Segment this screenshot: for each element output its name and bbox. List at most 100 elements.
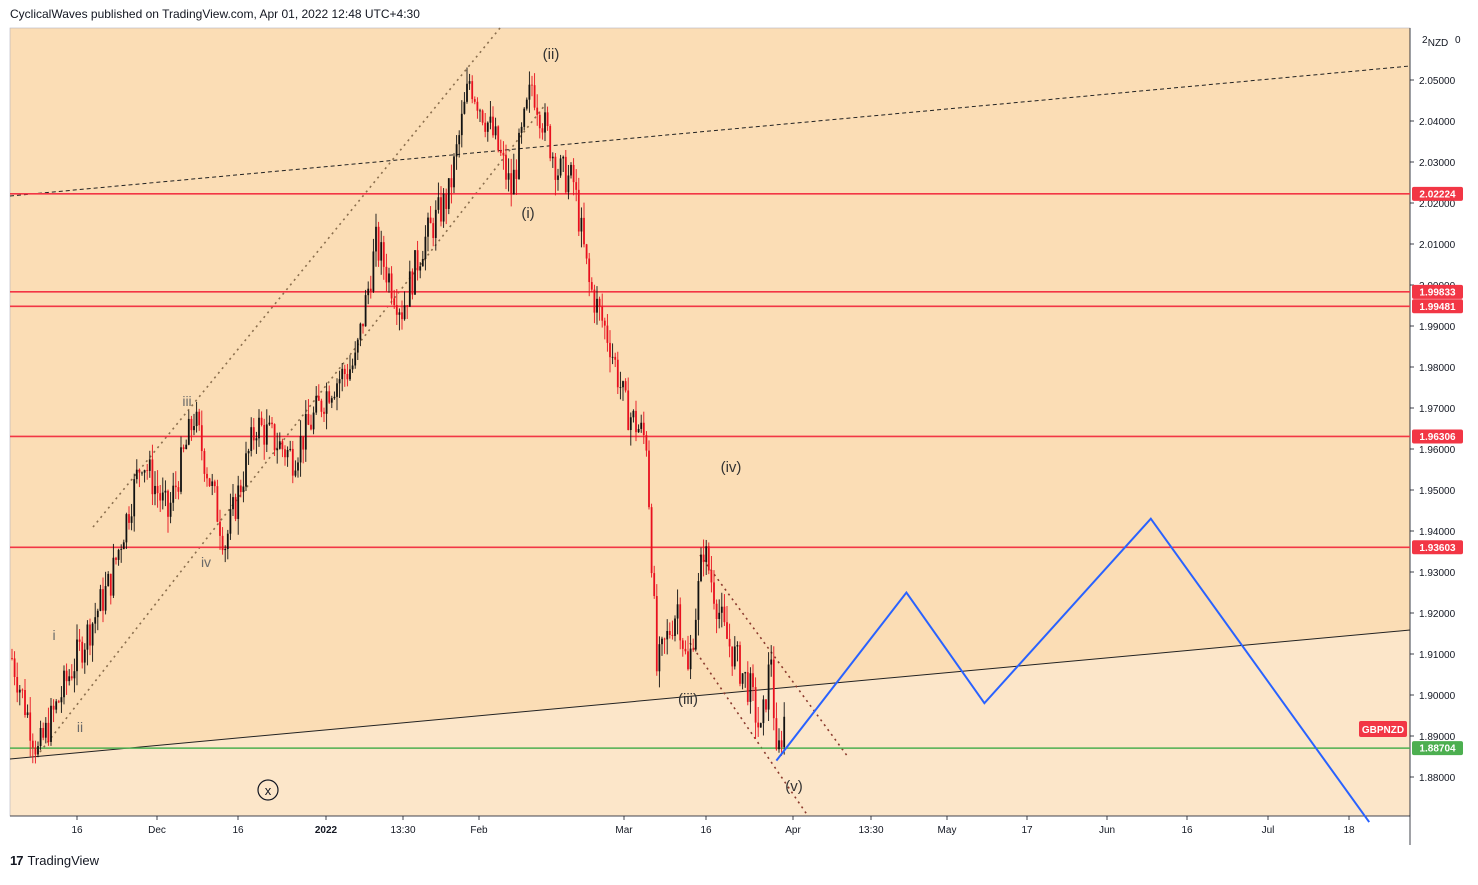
- price-line-label: 1.93603: [1419, 543, 1456, 554]
- candle-body: [336, 383, 338, 397]
- candle-body: [565, 157, 567, 192]
- candle-body: [367, 289, 369, 295]
- candle-body: [773, 660, 775, 719]
- candle-body: [274, 424, 276, 450]
- candle-body: [718, 613, 720, 619]
- y-tick-label: 2.01000: [1419, 240, 1456, 251]
- price-line-label: 1.99481: [1419, 302, 1456, 313]
- y-tick-label: 1.94000: [1419, 527, 1456, 538]
- y-tick-label: 1.98000: [1419, 363, 1456, 374]
- y-tick-label: 2.04000: [1419, 117, 1456, 128]
- candle-body: [445, 194, 447, 209]
- candle-body: [594, 290, 596, 313]
- wave-label-iii: iii: [182, 393, 191, 409]
- time-axis[interactable]: 16 Dec 16 2022 13:30 Feb Mar 16 Apr 13:30 May 17 Jun…: [71, 816, 1355, 836]
- candle-body: [282, 441, 284, 449]
- candle-body: [243, 487, 245, 493]
- candle-body: [32, 741, 34, 748]
- candle-body: [349, 369, 351, 379]
- candle-body: [224, 549, 226, 550]
- candle-body: [508, 173, 510, 179]
- candle-body: [289, 449, 291, 450]
- candle-body: [770, 660, 772, 665]
- candle-body: [505, 155, 507, 179]
- candle-body: [547, 112, 549, 126]
- price-line-label: 1.96306: [1419, 432, 1456, 443]
- candle-body: [292, 449, 294, 476]
- candle-body: [40, 728, 42, 746]
- candle-body: [193, 426, 195, 430]
- candle-body: [354, 353, 356, 366]
- candle-body: [690, 649, 692, 670]
- candle-body: [276, 449, 278, 450]
- candle-body: [679, 604, 681, 640]
- candle-body: [453, 156, 455, 187]
- candle-body: [776, 718, 778, 749]
- candle-body: [230, 509, 232, 533]
- candle-body: [643, 423, 645, 435]
- axis-top-label-left: 2: [1422, 35, 1428, 46]
- candle-body: [513, 170, 515, 195]
- candle-body: [22, 690, 24, 691]
- candle-body: [245, 453, 247, 486]
- candle-body: [378, 227, 380, 261]
- x-tick-label: Jun: [1099, 825, 1115, 836]
- candle-body: [42, 728, 44, 738]
- candle-body: [464, 102, 466, 114]
- tradingview-brand[interactable]: TradingView: [27, 853, 99, 868]
- wave-label-ii-minor: (ii): [543, 46, 560, 63]
- x-tick-label: 13:30: [390, 825, 415, 836]
- candle-body: [469, 81, 471, 84]
- candle-body: [549, 126, 551, 158]
- candle-body: [391, 273, 393, 298]
- candle-body: [555, 157, 557, 180]
- candle-body: [347, 374, 349, 379]
- candle-body: [674, 619, 676, 636]
- candle-body: [344, 369, 346, 374]
- candle-body: [295, 471, 297, 476]
- candle-body: [406, 305, 408, 306]
- candle-body: [393, 298, 395, 305]
- candle-body: [24, 690, 26, 715]
- candle-body: [27, 712, 29, 715]
- candle-body: [401, 312, 403, 319]
- candle-body: [323, 412, 325, 414]
- candle-body: [666, 631, 668, 639]
- candle-body: [370, 289, 372, 292]
- wave-label-i-minor: (i): [521, 205, 534, 222]
- candle-body: [422, 259, 424, 266]
- x-tick-label: 16: [1181, 825, 1193, 836]
- candle-body: [279, 441, 281, 449]
- candle-body: [591, 282, 593, 290]
- wave-label-iv: iv: [201, 554, 211, 570]
- candle-body: [256, 438, 258, 440]
- wave-label-x: x: [265, 783, 272, 798]
- x-tick-label: Dec: [148, 825, 166, 836]
- candle-body: [596, 299, 598, 313]
- candle-body: [638, 429, 640, 432]
- candle-body: [560, 158, 562, 175]
- candle-body: [495, 126, 497, 135]
- price-line-labels: 2.02224 1.99833 1.99481 1.96306 1.93603 1.887…: [1412, 187, 1463, 755]
- y-tick-label: 1.88000: [1419, 773, 1456, 784]
- candle-body: [568, 175, 570, 192]
- candle-body: [271, 423, 273, 424]
- candle-body: [165, 491, 167, 493]
- candle-body: [742, 673, 744, 683]
- candle-body: [383, 242, 385, 267]
- candle-body: [240, 485, 242, 492]
- candle-body: [672, 635, 674, 636]
- candle-body: [599, 299, 601, 307]
- candle-body: [139, 470, 141, 473]
- candle-body: [191, 419, 193, 430]
- tradingview-logo-icon: 17: [10, 853, 22, 868]
- x-tick-label: 13:30: [858, 825, 883, 836]
- wave-label-iii-minor: (iii): [678, 691, 698, 708]
- candle-body: [542, 128, 544, 132]
- candle-body: [360, 324, 362, 340]
- wave-label-ii: ii: [77, 719, 83, 735]
- candle-body: [479, 111, 481, 112]
- candle-body: [185, 445, 187, 449]
